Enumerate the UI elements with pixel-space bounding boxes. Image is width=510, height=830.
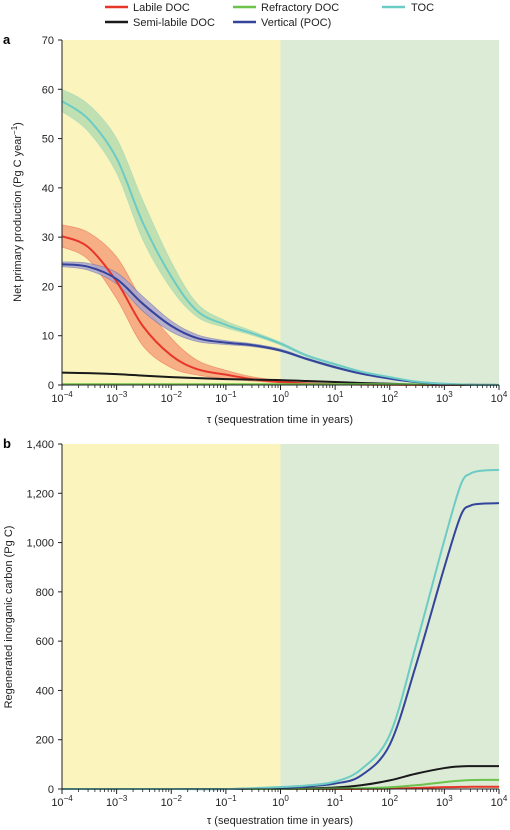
panel-a-ylabel-end: ) [12, 122, 24, 126]
legend-item-vertical: Vertical (POC) [233, 17, 331, 29]
panel-a-line-toc [61, 100, 500, 386]
panel-a-xlabel: τ (sequestration time in years) [207, 414, 353, 426]
panel-a-xtick-label: 10−4 [51, 390, 73, 405]
panel-a-ytick-label: 70 [42, 35, 54, 47]
panel-a-ytick-label: 30 [42, 232, 54, 244]
legend-label-labile: Labile DOC [133, 2, 190, 14]
panel-b-xtick-label: 10−4 [51, 794, 73, 809]
panel-a-xtick-label: 10−3 [106, 390, 128, 405]
legend-label-refractory: Refractory DOC [261, 2, 339, 14]
legend-item-labile: Labile DOC [105, 2, 190, 14]
legend-item-semi-labile: Semi-labile DOC [105, 17, 215, 29]
panel-b-xtick-label: 10−1 [215, 794, 237, 809]
panel-a-plot-area: 0 10 20 30 40 50 60 70 10−4 10−3 10−2 10−1 100 101 102… [42, 35, 508, 405]
panel-b-ylabel: Regenerated inorganic carbon (Pg C) [3, 526, 15, 709]
panel-a-ylabel-main: Net primary production (Pg C year [12, 135, 24, 302]
legend: Labile DOC Semi-labile DOC Refractory DO… [105, 2, 434, 29]
legend-label-vertical: Vertical (POC) [261, 17, 331, 29]
panel-a-ytick-label: 20 [42, 281, 54, 293]
panel-a-ylabel: Net primary production (Pg C year−1) [10, 122, 24, 302]
panel-a-ytick-label: 40 [42, 183, 54, 195]
panel-b-region-short [62, 444, 281, 789]
panel-b-xtick-label: 10−3 [106, 794, 128, 809]
panel-a-xtick-label: 103 [436, 390, 453, 405]
panel-a-xtick-label: 100 [272, 390, 289, 405]
panel-b-ytick-label: 400 [36, 685, 54, 697]
panel-a-ytick-label: 10 [42, 331, 54, 343]
panel-a-xtick-label: 10−1 [215, 390, 237, 405]
panel-a-xtick-label: 102 [381, 390, 398, 405]
panel-b-ytick-label: 1,200 [26, 488, 54, 500]
panel-b-ytick-label: 800 [36, 587, 54, 599]
panel-b-ytick-label: 1,000 [26, 538, 54, 550]
panel-b-xtick-label: 100 [272, 794, 289, 809]
panel-a-label: a [3, 32, 11, 47]
legend-item-toc: TOC [382, 2, 434, 14]
panel-b-xtick-label: 101 [327, 794, 344, 809]
legend-item-refractory: Refractory DOC [233, 2, 339, 14]
panel-a-region-long [280, 40, 499, 385]
panel-b: b 0 200 400 600 800 1,000 1,200 1,400 10−4 10−3 10… [3, 436, 508, 827]
panel-b-ytick-label: 200 [36, 735, 54, 747]
panel-b-xtick-label: 102 [381, 794, 398, 809]
panel-b-xtick-label: 10−2 [161, 794, 183, 809]
panel-b-plot-area: 0 200 400 600 800 1,000 1,200 1,400 10−4 10−3 10−2… [26, 439, 507, 809]
panel-b-xtick-label: 104 [491, 794, 508, 809]
panel-b-region-long [280, 444, 499, 789]
panel-b-ytick-label: 0 [48, 784, 54, 796]
panel-a-ytick-label: 0 [48, 380, 54, 392]
panel-a-ytick-label: 60 [42, 84, 54, 96]
panel-b-ytick-label: 600 [36, 636, 54, 648]
legend-label-toc: TOC [411, 2, 434, 14]
panel-b-ytick-label: 1,400 [26, 439, 54, 451]
panel-a-xtick-label: 10−2 [161, 390, 183, 405]
legend-label-semi-labile: Semi-labile DOC [133, 17, 215, 29]
panel-b-xtick-label: 103 [436, 794, 453, 809]
panel-b-label: b [3, 436, 11, 451]
panel-a-xtick-label: 101 [327, 390, 344, 405]
panel-a-xtick-label: 104 [491, 390, 508, 405]
panel-a-line-refractory-doc [62, 383, 500, 386]
panel-a-ytick-label: 50 [42, 134, 54, 146]
panel-a: a 0 10 20 30 40 50 60 70 10−4 10−3 10−2 10−1 100 101 1… [3, 32, 508, 426]
panel-a-ylabel-sup: −1 [10, 125, 19, 135]
panel-b-xlabel: τ (sequestration time in years) [207, 815, 353, 827]
